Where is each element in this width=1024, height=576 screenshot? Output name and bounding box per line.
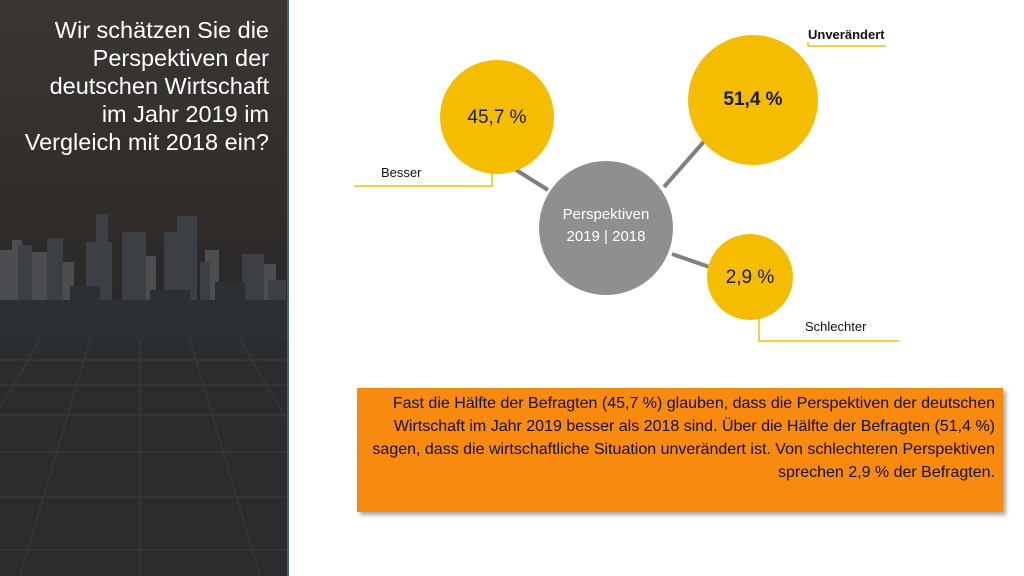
circle-besser	[440, 60, 554, 174]
background-photo-panel: Wir schätzen Sie die Perspektiven der de…	[0, 0, 289, 576]
circle-schlechter	[707, 234, 793, 320]
value-label-schlechter: 2,9 %	[725, 267, 775, 288]
city-skyline-image	[0, 214, 287, 576]
callout-line-besser	[354, 172, 493, 187]
summary-text-box: Fast die Hälfte der Befragten (45,7 %) g…	[357, 388, 1003, 512]
hub-label-line1: Perspektiven	[562, 206, 650, 223]
callout-line-schlechter	[758, 319, 899, 342]
value-label-unveraendert: 51,4 %	[723, 89, 783, 110]
circle-unveraendert	[688, 35, 818, 165]
category-label-schlechter: Schlechter	[805, 319, 867, 334]
hub-label-line2: 2019 | 2018	[566, 228, 646, 245]
category-label-besser: Besser	[381, 165, 422, 180]
category-label-unveraendert: Unverändert	[808, 27, 885, 42]
connector-line-unveraendert	[662, 135, 710, 189]
slide-title: Wir schätzen Sie die Perspektiven der de…	[24, 17, 269, 155]
callout-line-unveraendert	[807, 42, 886, 47]
hub-circle	[539, 161, 673, 295]
value-label-besser: 45,7 %	[467, 107, 527, 128]
